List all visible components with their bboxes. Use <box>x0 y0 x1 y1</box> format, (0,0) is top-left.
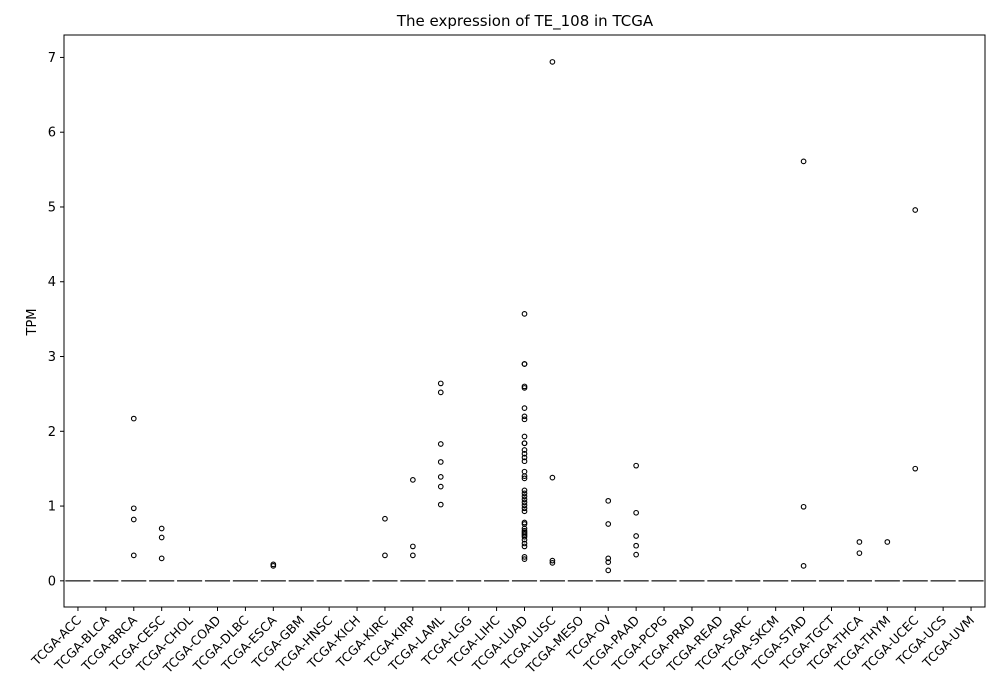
outlier-point <box>605 567 612 574</box>
outlier-point <box>521 502 528 509</box>
outlier-point <box>437 441 444 447</box>
outlier-point <box>521 458 528 465</box>
outlier-point <box>884 539 891 545</box>
outlier-point <box>549 474 556 481</box>
y-tick-label: 1 <box>48 500 56 515</box>
outlier-point <box>521 505 528 512</box>
outlier-point <box>521 454 528 461</box>
outlier-point <box>912 207 919 213</box>
outlier-point <box>800 563 807 569</box>
outlier-point <box>605 497 612 504</box>
outlier-point <box>521 416 528 423</box>
outlier-point <box>521 361 528 367</box>
plot-area <box>63 34 986 608</box>
outlier-point <box>410 477 416 483</box>
y-tick-label: 4 <box>48 275 56 290</box>
outlier-point <box>912 465 919 472</box>
outlier-point <box>270 563 277 569</box>
outlier-point <box>633 462 639 469</box>
outlier-point <box>521 496 528 503</box>
outlier-point <box>521 447 528 453</box>
y-tick-label: 5 <box>48 200 56 215</box>
outlier-point <box>521 499 528 506</box>
outlier-point <box>437 459 444 465</box>
outlier-point <box>633 533 639 539</box>
outlier-point <box>521 440 528 447</box>
y-tick-label: 7 <box>48 51 56 66</box>
outlier-point <box>410 543 416 550</box>
outlier-point <box>382 552 388 559</box>
y-tick-label: 6 <box>48 126 56 141</box>
outlier-point <box>605 521 612 527</box>
outlier-point <box>437 483 444 490</box>
outlier-point <box>800 158 807 165</box>
outlier-point <box>521 554 528 560</box>
outlier-point <box>130 505 137 512</box>
outlier-point <box>549 59 556 65</box>
outlier-point <box>521 473 528 480</box>
outlier-point <box>521 508 528 515</box>
outlier-point <box>437 501 444 508</box>
outlier-point <box>158 555 165 562</box>
outlier-point <box>437 474 444 480</box>
outlier-point <box>130 415 137 422</box>
outlier-point <box>521 468 528 475</box>
outlier-point <box>130 516 137 523</box>
outlier-point <box>521 385 528 391</box>
y-axis: 0 1 2 3 4 5 6 7 <box>48 51 64 589</box>
y-tick-label: 3 <box>48 350 56 365</box>
outlier-point <box>437 380 444 387</box>
outlier-point <box>521 556 528 562</box>
outlier-point <box>800 503 807 510</box>
outlier-point <box>633 509 639 516</box>
outlier-point <box>856 550 863 557</box>
outlier-point <box>521 525 528 532</box>
outlier-point <box>158 525 165 532</box>
y-axis-label: TPM <box>25 309 40 337</box>
outlier-point <box>521 413 528 420</box>
outlier-point <box>410 552 416 559</box>
outlier-point <box>521 540 528 547</box>
outlier-point <box>521 433 528 440</box>
outlier-point <box>605 555 612 562</box>
y-tick-label: 2 <box>48 425 56 440</box>
outlier-point <box>158 534 165 541</box>
outlier-point <box>633 542 639 549</box>
outlier-point <box>605 559 612 565</box>
outlier-point <box>521 405 528 411</box>
outlier-point <box>549 560 556 566</box>
chart-title: The expression of TE_108 in TCGA <box>396 12 654 31</box>
outlier-point <box>521 533 528 540</box>
y-tick-label: 0 <box>48 574 56 589</box>
outlier-point <box>549 557 556 564</box>
outlier-point <box>521 490 528 497</box>
outlier-point <box>521 487 528 494</box>
outlier-point <box>521 543 528 550</box>
outlier-point <box>521 450 528 457</box>
outlier-point <box>633 551 639 558</box>
x-axis: TCGA-ACCTCGA-BLCATCGA-BRCATCGA-CESCTCGA-… <box>28 607 977 677</box>
outlier-point <box>382 515 388 522</box>
outlier-point <box>521 536 528 543</box>
outlier-point <box>437 389 444 396</box>
outlier-point <box>856 539 863 545</box>
outlier-point <box>521 493 528 500</box>
outlier-point <box>130 552 137 559</box>
outlier-point <box>521 475 528 482</box>
outlier-point <box>521 311 528 317</box>
